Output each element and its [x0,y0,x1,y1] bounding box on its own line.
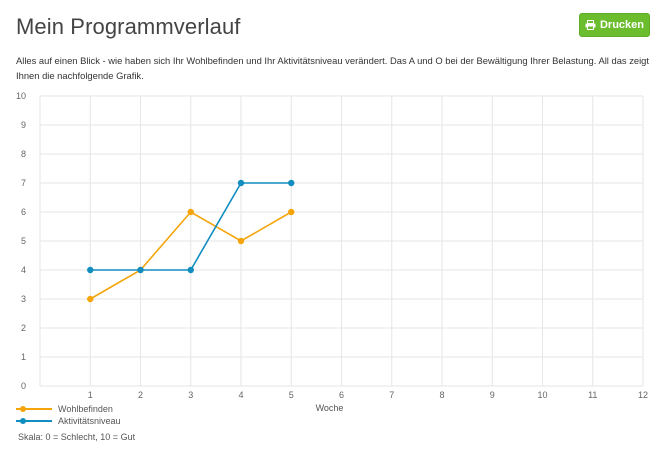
x-tick-label: 3 [188,390,193,400]
y-tick-label: 6 [21,207,26,217]
y-tick-label: 9 [21,120,26,130]
legend-label: Wohlbefinden [58,404,113,414]
y-tick-label: 2 [21,323,26,333]
x-tick-label: 12 [638,390,648,400]
legend-label: Aktivitätsniveau [58,416,121,426]
x-tick-label: 4 [238,390,243,400]
y-tick-label: 1 [21,352,26,362]
legend-item[interactable]: Aktivitätsniveau [16,415,121,427]
data-point[interactable] [137,266,144,274]
scale-note: Skala: 0 = Schlecht, 10 = Gut [18,432,136,442]
print-button-label: Drucken [599,19,645,31]
legend-dot [20,418,26,424]
y-tick-label: 8 [21,149,26,159]
x-tick-label: 10 [537,390,547,400]
data-point[interactable] [87,295,94,303]
legend-swatch [16,415,52,427]
data-point[interactable] [187,266,194,274]
chart-legend: Wohlbefinden Aktivitätsniveau [16,403,121,427]
legend-swatch [16,403,52,415]
y-tick-label: 5 [21,236,26,246]
data-point[interactable] [237,237,245,245]
legend-dot [20,406,26,412]
legend-line [16,408,52,410]
page-title: Mein Programmverlauf [16,14,241,39]
x-tick-label: 2 [138,390,143,400]
data-point[interactable] [288,208,295,216]
intro-text: Alles auf einen Blick - wie haben sich I… [16,55,650,81]
print-button[interactable]: Drucken [579,13,650,37]
x-tick-label: 5 [289,390,294,400]
legend-item[interactable]: Wohlbefinden [16,403,121,415]
y-tick-label: 4 [21,265,26,275]
x-tick-label: 8 [439,390,444,400]
data-point[interactable] [288,179,295,187]
y-tick-label: 3 [21,294,26,304]
x-tick-label: 1 [88,390,93,400]
x-tick-label: 9 [490,390,495,400]
printer-icon [585,20,596,30]
x-tick-label: 7 [389,390,394,400]
legend-line [16,420,52,422]
x-axis-label: Woche [316,403,344,413]
x-tick-label: 11 [588,390,597,400]
y-tick-label: 10 [16,91,26,101]
data-point[interactable] [187,208,194,216]
y-tick-label: 0 [21,381,26,391]
y-tick-label: 7 [21,178,26,188]
data-point[interactable] [237,179,245,187]
x-tick-label: 6 [339,390,344,400]
data-point[interactable] [87,266,94,274]
